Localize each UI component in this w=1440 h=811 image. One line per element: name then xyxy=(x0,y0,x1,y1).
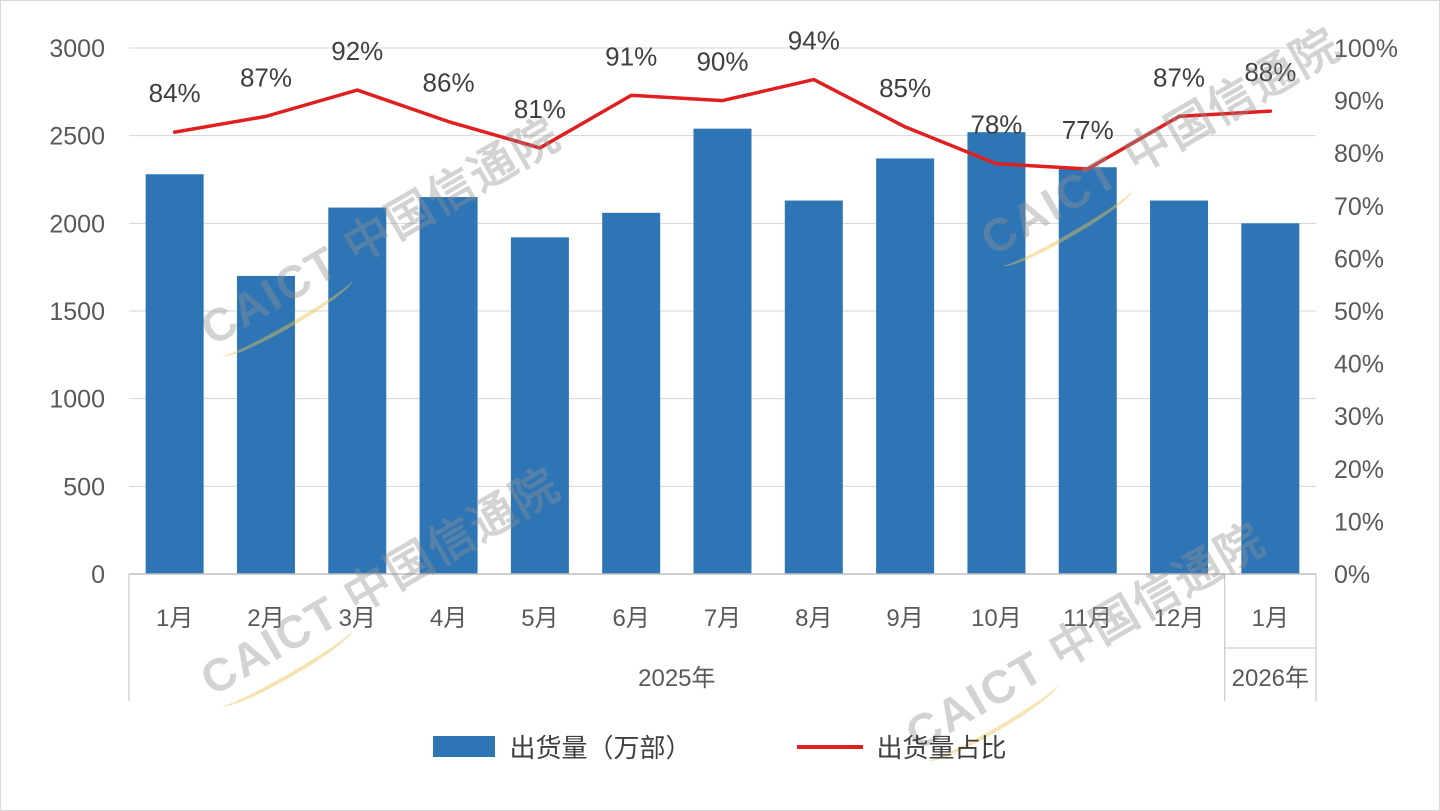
left-axis-tick: 2000 xyxy=(49,210,105,238)
legend-label-shipments: 出货量（万部） xyxy=(509,733,692,763)
bar-10月 xyxy=(967,132,1026,574)
month-label: 7月 xyxy=(704,605,741,632)
bar-9月 xyxy=(876,158,935,574)
legend-item-ratio: 出货量占比 xyxy=(796,728,1007,765)
right-axis-tick: 40% xyxy=(1334,351,1384,379)
bar-5月 xyxy=(510,237,569,575)
right-axis-tick: 60% xyxy=(1334,245,1384,273)
left-axis-tick: 1500 xyxy=(49,298,105,326)
ratio-data-label: 92% xyxy=(331,36,383,66)
ratio-data-label: 87% xyxy=(1153,62,1205,92)
bar-6月 xyxy=(602,212,661,574)
bar-swatch xyxy=(433,736,496,757)
month-label: 1月 xyxy=(156,605,193,632)
right-axis-tick: 50% xyxy=(1334,298,1384,326)
left-axis-tick: 3000 xyxy=(49,35,105,63)
line-swatch xyxy=(796,744,863,749)
right-axis-tick: 30% xyxy=(1334,403,1384,431)
right-axis-tick: 100% xyxy=(1334,35,1398,63)
ratio-data-label: 88% xyxy=(1244,57,1296,87)
month-label: 4月 xyxy=(430,605,467,632)
month-label: 10月 xyxy=(971,605,1022,632)
bar-8月 xyxy=(784,200,843,575)
month-label: 8月 xyxy=(795,605,832,632)
ratio-data-label: 87% xyxy=(240,62,292,92)
legend-item-shipments: 出货量（万部） xyxy=(433,728,692,765)
bar-7月 xyxy=(693,128,752,575)
year-label: 2025年 xyxy=(638,665,715,692)
chart-legend: 出货量（万部） 出货量占比 xyxy=(1,728,1439,765)
right-axis-tick: 90% xyxy=(1334,88,1384,116)
year-label: 2026年 xyxy=(1232,665,1309,692)
month-label: 3月 xyxy=(339,605,376,632)
month-label: 5月 xyxy=(521,605,558,632)
right-axis-tick: 20% xyxy=(1334,456,1384,484)
bar-11月 xyxy=(1058,167,1117,574)
right-axis-tick: 70% xyxy=(1334,193,1384,221)
month-label: 6月 xyxy=(613,605,650,632)
ratio-data-label: 94% xyxy=(788,26,840,56)
right-axis-tick: 0% xyxy=(1334,561,1370,589)
month-label: 11月 xyxy=(1063,605,1112,632)
month-label: 2月 xyxy=(247,605,284,632)
left-axis-tick: 1000 xyxy=(49,386,105,414)
bar-12月 xyxy=(1150,200,1209,575)
bar-2月 xyxy=(236,275,295,574)
ratio-data-label: 85% xyxy=(879,73,931,103)
ratio-data-label: 91% xyxy=(605,41,657,71)
left-axis-tick: 2500 xyxy=(49,123,105,151)
bar-1月 xyxy=(1241,223,1300,575)
ratio-data-label: 84% xyxy=(149,78,201,108)
ratio-data-label: 81% xyxy=(514,94,566,124)
month-label: 9月 xyxy=(886,605,923,632)
right-axis-tick: 80% xyxy=(1334,140,1384,168)
legend-label-ratio: 出货量占比 xyxy=(876,733,1007,763)
bar-1月 xyxy=(145,174,204,575)
ratio-data-label: 90% xyxy=(696,47,748,77)
bar-4月 xyxy=(419,197,478,575)
month-label: 12月 xyxy=(1154,605,1205,632)
ratio-data-label: 86% xyxy=(423,68,475,98)
left-axis-tick: 0 xyxy=(91,561,105,589)
ratio-data-label: 78% xyxy=(970,110,1022,140)
ratio-data-label: 77% xyxy=(1062,115,1114,145)
month-label: 1月 xyxy=(1252,605,1289,632)
ratio-line xyxy=(172,77,1273,171)
right-axis-tick: 10% xyxy=(1334,508,1384,536)
bar-3月 xyxy=(328,207,387,574)
left-axis-tick: 500 xyxy=(63,473,105,501)
